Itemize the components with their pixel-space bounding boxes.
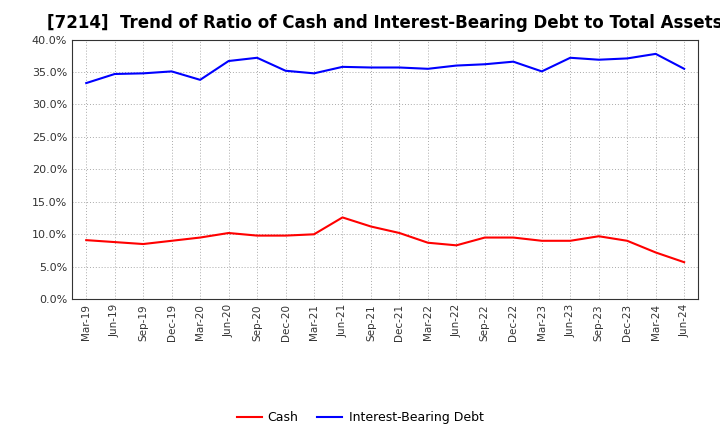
- Interest-Bearing Debt: [680, 66, 688, 71]
- Interest-Bearing Debt: [253, 55, 261, 60]
- Cash: [537, 238, 546, 243]
- Line: Interest-Bearing Debt: Interest-Bearing Debt: [86, 54, 684, 83]
- Cash: [338, 215, 347, 220]
- Interest-Bearing Debt: [196, 77, 204, 82]
- Cash: [680, 260, 688, 265]
- Cash: [139, 242, 148, 247]
- Line: Cash: Cash: [86, 217, 684, 262]
- Cash: [652, 250, 660, 255]
- Interest-Bearing Debt: [652, 51, 660, 56]
- Cash: [595, 234, 603, 239]
- Cash: [452, 243, 461, 248]
- Interest-Bearing Debt: [480, 62, 489, 67]
- Cash: [82, 238, 91, 243]
- Interest-Bearing Debt: [282, 68, 290, 73]
- Cash: [366, 224, 375, 229]
- Cash: [310, 231, 318, 237]
- Interest-Bearing Debt: [82, 81, 91, 86]
- Interest-Bearing Debt: [110, 71, 119, 77]
- Interest-Bearing Debt: [623, 56, 631, 61]
- Cash: [196, 235, 204, 240]
- Interest-Bearing Debt: [395, 65, 404, 70]
- Cash: [566, 238, 575, 243]
- Cash: [167, 238, 176, 243]
- Interest-Bearing Debt: [566, 55, 575, 60]
- Interest-Bearing Debt: [225, 59, 233, 64]
- Cash: [225, 231, 233, 236]
- Cash: [509, 235, 518, 240]
- Interest-Bearing Debt: [167, 69, 176, 74]
- Interest-Bearing Debt: [537, 69, 546, 74]
- Legend: Cash, Interest-Bearing Debt: Cash, Interest-Bearing Debt: [232, 407, 488, 429]
- Interest-Bearing Debt: [452, 63, 461, 68]
- Interest-Bearing Debt: [139, 71, 148, 76]
- Interest-Bearing Debt: [310, 71, 318, 76]
- Cash: [423, 240, 432, 246]
- Interest-Bearing Debt: [595, 57, 603, 62]
- Interest-Bearing Debt: [338, 64, 347, 70]
- Cash: [623, 238, 631, 243]
- Cash: [110, 239, 119, 245]
- Cash: [282, 233, 290, 238]
- Title: [7214]  Trend of Ratio of Cash and Interest-Bearing Debt to Total Assets: [7214] Trend of Ratio of Cash and Intere…: [48, 15, 720, 33]
- Cash: [480, 235, 489, 240]
- Cash: [253, 233, 261, 238]
- Interest-Bearing Debt: [509, 59, 518, 64]
- Cash: [395, 231, 404, 236]
- Interest-Bearing Debt: [423, 66, 432, 71]
- Interest-Bearing Debt: [366, 65, 375, 70]
